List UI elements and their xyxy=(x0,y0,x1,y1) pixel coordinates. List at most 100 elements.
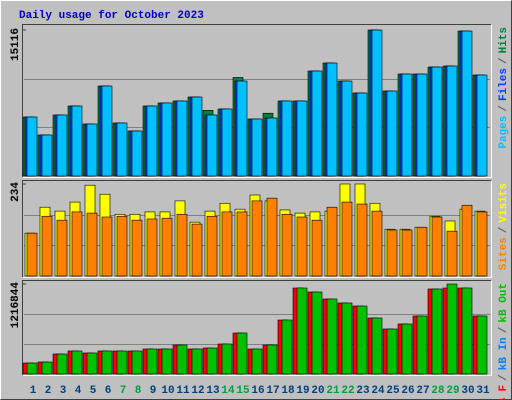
bar xyxy=(161,217,173,277)
x-tick-label: 23 xyxy=(356,385,370,397)
legend: Sites / Visits xyxy=(498,183,510,270)
legend: kB F / kB In / kB Out xyxy=(498,283,510,400)
legend-entry: Pages xyxy=(498,116,510,149)
bar xyxy=(446,283,458,375)
x-tick-label: 17 xyxy=(266,385,279,397)
bar xyxy=(311,70,323,177)
x-tick-label: 16 xyxy=(251,385,264,397)
bar xyxy=(206,215,218,277)
x-tick-label: 21 xyxy=(326,385,340,397)
bar xyxy=(461,204,473,277)
x-tick-label: 13 xyxy=(206,385,220,397)
bar xyxy=(146,348,158,375)
bar xyxy=(86,212,98,277)
bar xyxy=(26,362,38,375)
bar xyxy=(311,219,323,277)
bar xyxy=(176,344,188,375)
panel-bevel xyxy=(22,24,492,178)
bar xyxy=(341,80,353,177)
bar xyxy=(56,114,68,177)
x-tick-label: 3 xyxy=(60,385,67,397)
bar xyxy=(251,118,263,177)
panel-bevel xyxy=(22,280,492,376)
x-tick-label: 26 xyxy=(401,385,414,397)
legend-entry: kB In xyxy=(498,337,510,370)
x-tick-label: 20 xyxy=(311,385,324,397)
legend-separator: / xyxy=(498,326,510,333)
x-tick-label: 12 xyxy=(191,385,204,397)
x-tick-label: 31 xyxy=(476,385,490,397)
bar xyxy=(296,287,308,375)
x-tick-label: 10 xyxy=(161,385,174,397)
bar xyxy=(281,213,293,277)
bar xyxy=(431,216,443,277)
x-tick-label: 15 xyxy=(236,385,250,397)
x-tick-label: 5 xyxy=(90,385,97,397)
x-tick-label: 28 xyxy=(431,385,445,397)
x-tick-label: 29 xyxy=(446,385,459,397)
legend-separator: / xyxy=(498,374,510,381)
panel-bevel xyxy=(22,280,492,376)
x-tick-label: 4 xyxy=(75,385,82,397)
legend-entry: Visits xyxy=(498,183,510,223)
bar xyxy=(71,105,83,177)
bar xyxy=(446,230,458,277)
x-tick-label: 30 xyxy=(461,385,474,397)
bar xyxy=(341,302,353,375)
bar xyxy=(281,319,293,375)
bar xyxy=(461,30,473,177)
bar xyxy=(221,343,233,375)
bar xyxy=(311,291,323,375)
x-tick-label: 7 xyxy=(120,385,127,397)
bar xyxy=(371,317,383,375)
bar xyxy=(71,350,83,375)
legend-entry: Sites xyxy=(498,237,510,270)
bar xyxy=(476,211,488,277)
y-tick-label: 1216844 xyxy=(10,282,22,329)
bar xyxy=(116,215,128,277)
bar xyxy=(371,210,383,277)
bar xyxy=(101,350,113,375)
bar xyxy=(401,323,413,375)
bar xyxy=(161,102,173,177)
bar xyxy=(401,229,413,277)
bar xyxy=(26,232,38,277)
bar xyxy=(56,353,68,375)
bar xyxy=(416,73,428,177)
bar xyxy=(26,116,38,177)
bar xyxy=(461,287,473,375)
bar xyxy=(386,229,398,277)
bar xyxy=(296,100,308,177)
bar xyxy=(281,100,293,177)
bar xyxy=(176,100,188,177)
bar xyxy=(251,200,263,277)
x-tick-label: 18 xyxy=(281,385,295,397)
bar xyxy=(41,134,53,177)
bar xyxy=(191,223,203,277)
panel-bevel xyxy=(22,180,492,278)
x-tick-label: 14 xyxy=(221,385,235,397)
bar xyxy=(146,105,158,177)
bar xyxy=(431,288,443,375)
bar xyxy=(401,73,413,177)
x-tick-label: 19 xyxy=(296,385,309,397)
legend-entry: kB F xyxy=(498,385,510,400)
bar xyxy=(146,218,158,277)
bar xyxy=(356,92,368,177)
legend-separator: / xyxy=(498,226,510,233)
bar xyxy=(296,216,308,277)
bar xyxy=(326,298,338,375)
legend: Pages / Files / Hits xyxy=(498,27,510,149)
bar xyxy=(131,350,143,375)
bar xyxy=(266,197,278,277)
x-tick-label: 11 xyxy=(176,385,190,397)
bar xyxy=(371,29,383,177)
bar xyxy=(266,117,278,177)
panel-bevel xyxy=(22,24,492,178)
x-tick-label: 27 xyxy=(416,385,429,397)
bar xyxy=(386,90,398,177)
x-tick-label: 24 xyxy=(371,385,385,397)
bar xyxy=(251,348,263,375)
